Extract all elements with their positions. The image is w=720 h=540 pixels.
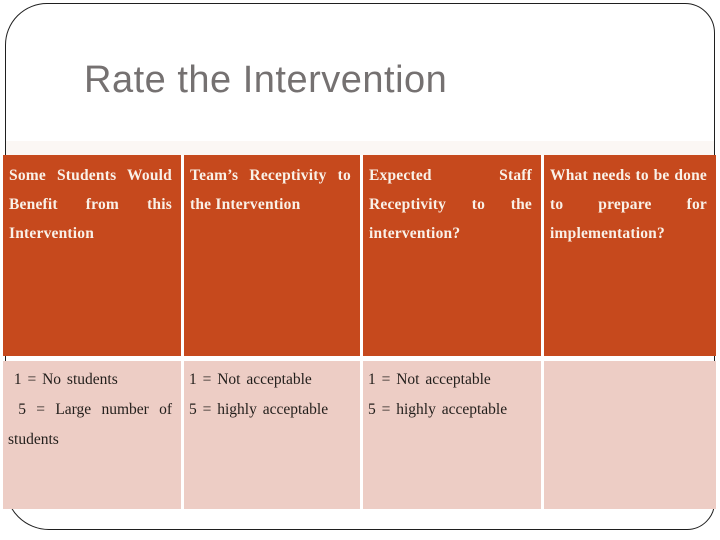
scale-line: 5 = highly acceptable [368, 401, 508, 418]
header-cell-staff-receptivity: Expected Staff Receptivity to the interv… [363, 155, 541, 356]
header-cell-team-receptivity: Team’s Receptivity to the Intervention [184, 155, 360, 356]
body-cell-staff-scale: 1 = Not acceptable 5 = highly acceptable [363, 361, 541, 509]
scale-line: 1 = No students [8, 371, 118, 388]
body-cell-team-scale: 1 = Not acceptable 5 = highly acceptable [184, 361, 360, 509]
header-cell-implementation-prep: What needs to be done to prepare for imp… [544, 155, 716, 356]
header-cell-students-benefit: Some Students Would Benefit from this In… [3, 155, 181, 356]
body-cell-students-scale: 1 = No students 5 = Large number of stud… [3, 361, 181, 509]
body-cell-implementation-empty [544, 361, 716, 509]
rating-table: Some Students Would Benefit from this In… [3, 155, 716, 509]
scale-line: 1 = Not acceptable [368, 371, 491, 388]
scale-line: 1 = Not acceptable [189, 371, 312, 388]
scale-line: 5 = highly acceptable [189, 401, 329, 418]
content-placeholder-band [6, 141, 714, 155]
slide-title: Rate the Intervention [84, 59, 448, 101]
scale-line: 5 = Large number of students [8, 401, 178, 448]
